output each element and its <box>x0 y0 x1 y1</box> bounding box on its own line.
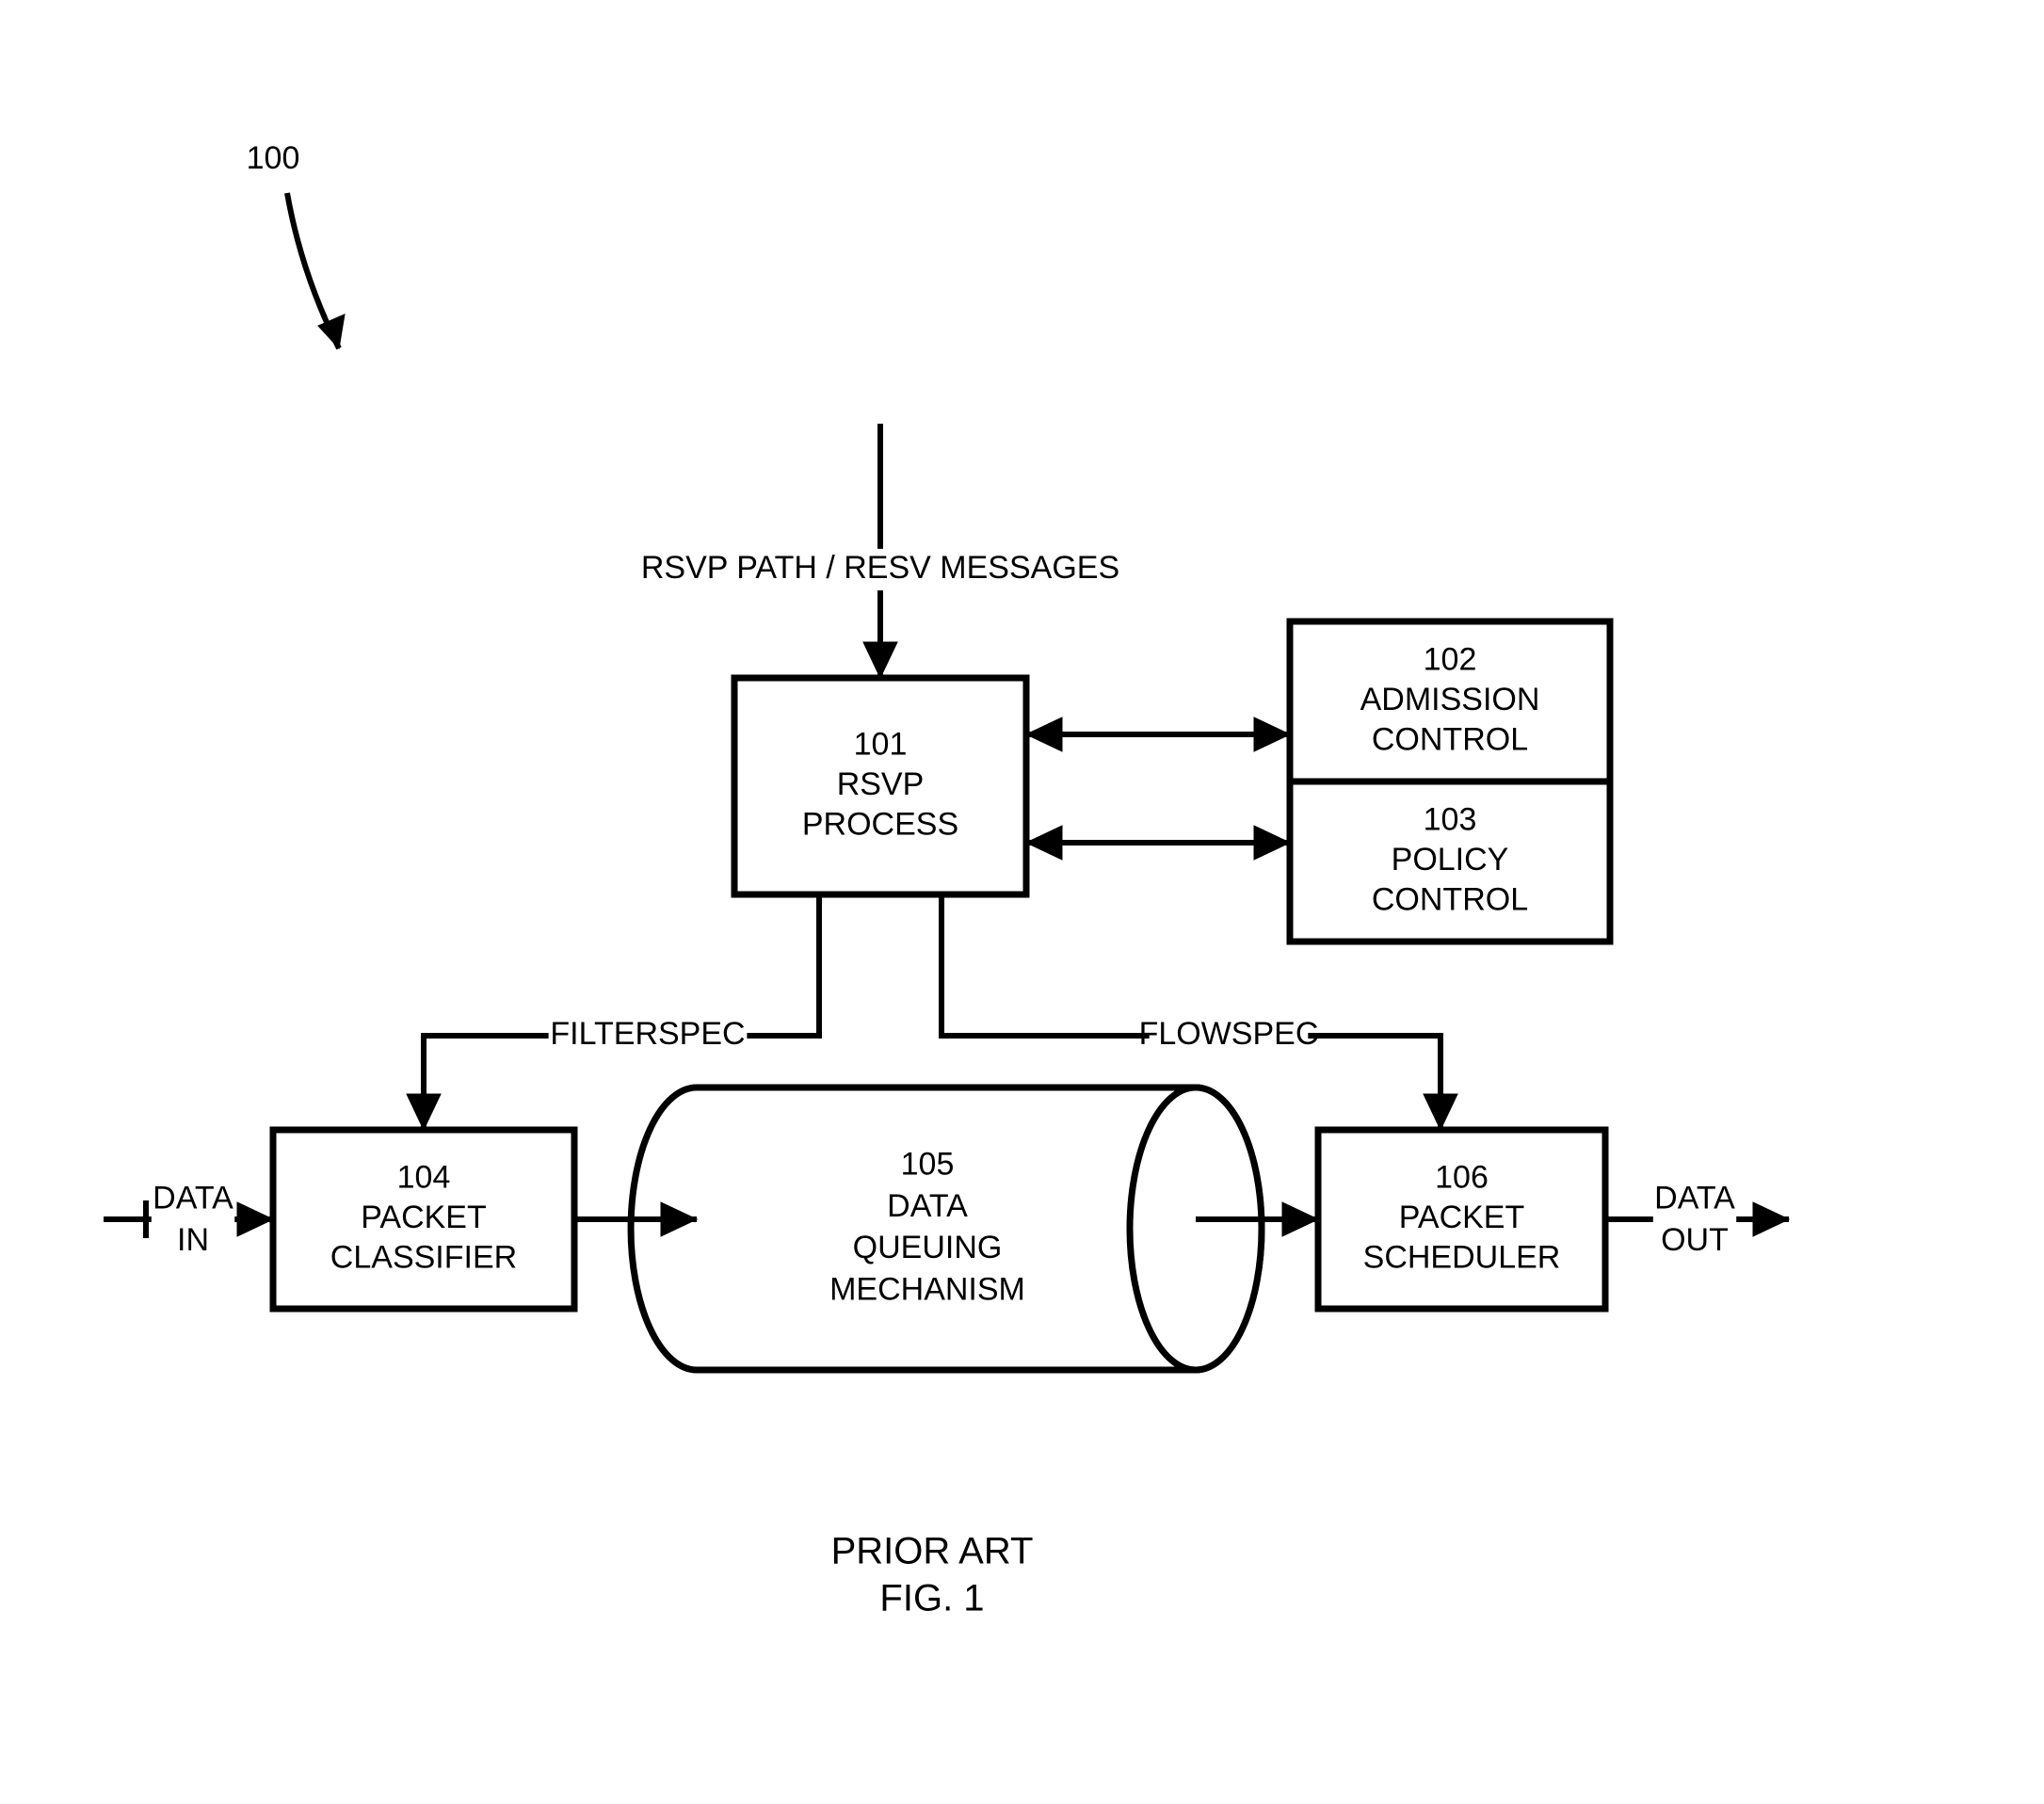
svg-text:DATA: DATA <box>153 1181 233 1216</box>
svg-text:105: 105 <box>901 1147 955 1183</box>
svg-text:102: 102 <box>1424 641 1477 677</box>
svg-text:FILTERSPEC: FILTERSPEC <box>550 1016 745 1052</box>
svg-text:FLOWSPEC: FLOWSPEC <box>1139 1016 1319 1052</box>
svg-text:PROCESS: PROCESS <box>802 806 958 842</box>
svg-text:RSVP: RSVP <box>837 766 925 802</box>
svg-text:OUT: OUT <box>1661 1222 1729 1258</box>
rsvp-messages-label: RSVP PATH / RESV MESSAGES <box>641 550 1119 586</box>
svg-text:CONTROL: CONTROL <box>1372 721 1528 757</box>
svg-text:101: 101 <box>854 726 908 762</box>
svg-text:PACKET: PACKET <box>361 1200 487 1235</box>
ref-100: 100 <box>247 140 300 176</box>
svg-text:MECHANISM: MECHANISM <box>829 1271 1025 1307</box>
svg-text:IN: IN <box>177 1222 209 1258</box>
svg-text:QUEUING: QUEUING <box>853 1230 1003 1265</box>
svg-text:PACKET: PACKET <box>1399 1200 1525 1235</box>
svg-text:106: 106 <box>1435 1159 1489 1195</box>
svg-text:103: 103 <box>1424 801 1477 837</box>
svg-text:DATA: DATA <box>887 1188 968 1224</box>
caption-prior-art: PRIOR ART <box>831 1531 1034 1572</box>
svg-text:SCHEDULER: SCHEDULER <box>1363 1239 1561 1275</box>
svg-text:CLASSIFIER: CLASSIFIER <box>330 1239 517 1275</box>
svg-text:CONTROL: CONTROL <box>1372 881 1528 917</box>
rsvp-prior-art-diagram: 100 RSVP PATH / RESV MESSAGES 101 RSVP PROCE… <box>0 0 2044 1804</box>
svg-text:ADMISSION: ADMISSION <box>1360 682 1540 717</box>
svg-text:104: 104 <box>397 1159 451 1195</box>
caption-fig-1: FIG. 1 <box>879 1578 984 1619</box>
svg-text:POLICY: POLICY <box>1392 842 1509 878</box>
svg-text:DATA: DATA <box>1654 1181 1735 1216</box>
